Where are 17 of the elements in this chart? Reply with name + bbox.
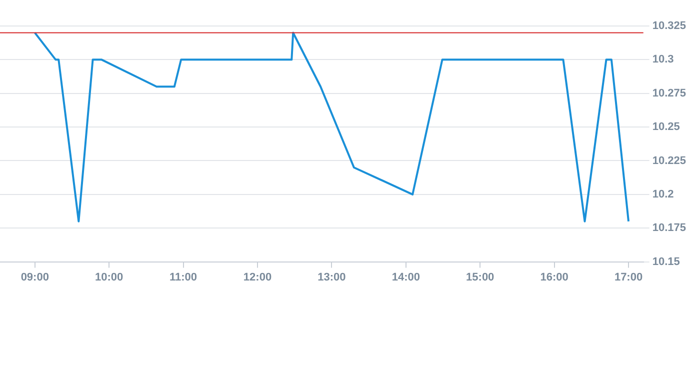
x-tick-label: 13:00 — [318, 271, 346, 284]
y-tick-label: 10.325 — [652, 20, 686, 32]
y-tick-label: 10.3 — [652, 54, 674, 66]
y-tick-label: 10.25 — [652, 121, 680, 134]
x-tick-label: 10:00 — [95, 271, 124, 284]
x-tick-label: 16:00 — [540, 271, 568, 284]
y-tick-label: 10.15 — [652, 256, 680, 268]
x-tick-label: 12:00 — [243, 271, 272, 284]
x-tick-label: 15:00 — [466, 271, 494, 284]
x-tick-label: 14:00 — [392, 271, 420, 284]
y-tick-label: 10.175 — [652, 222, 686, 234]
x-tick-label: 09:00 — [20, 271, 49, 284]
x-tick-label: 17:00 — [614, 271, 643, 284]
x-tick-label: 11:00 — [170, 271, 198, 284]
y-tick-label: 10.275 — [652, 87, 686, 100]
y-tick-label: 10.225 — [652, 154, 686, 167]
y-tick-label: 10.2 — [652, 188, 674, 200]
